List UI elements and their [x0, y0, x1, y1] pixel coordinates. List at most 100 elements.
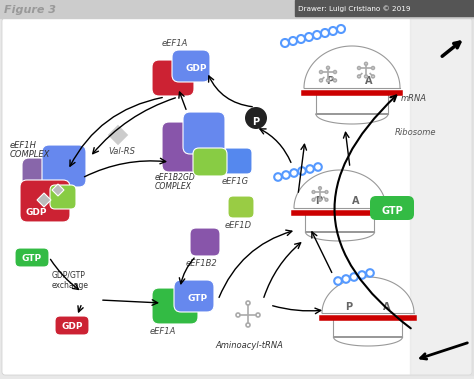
Circle shape [366, 269, 374, 277]
Polygon shape [37, 193, 51, 207]
Text: eEF1B2: eEF1B2 [186, 259, 218, 268]
FancyBboxPatch shape [2, 18, 472, 375]
Circle shape [313, 31, 321, 39]
Circle shape [256, 313, 260, 317]
Text: Val-RS: Val-RS [108, 147, 135, 156]
FancyBboxPatch shape [162, 122, 210, 172]
Text: GDP: GDP [25, 208, 47, 217]
Circle shape [274, 173, 282, 181]
Circle shape [314, 163, 322, 171]
Circle shape [325, 191, 328, 193]
FancyBboxPatch shape [174, 280, 214, 312]
Circle shape [334, 277, 342, 285]
Circle shape [290, 169, 298, 177]
Text: Figure 3: Figure 3 [4, 5, 56, 15]
Text: GTP: GTP [188, 294, 208, 303]
Circle shape [319, 187, 321, 190]
Circle shape [327, 79, 329, 82]
Polygon shape [107, 124, 129, 146]
Text: P: P [315, 196, 322, 206]
Circle shape [334, 70, 337, 74]
FancyBboxPatch shape [193, 148, 227, 176]
Circle shape [246, 323, 250, 327]
Circle shape [365, 75, 367, 78]
FancyBboxPatch shape [228, 196, 254, 218]
FancyBboxPatch shape [42, 145, 86, 187]
Circle shape [306, 165, 314, 173]
FancyBboxPatch shape [152, 60, 194, 96]
FancyBboxPatch shape [15, 248, 49, 267]
Polygon shape [304, 46, 400, 88]
Circle shape [334, 79, 337, 82]
Circle shape [357, 75, 360, 78]
Text: GDP: GDP [185, 64, 207, 73]
Circle shape [298, 167, 306, 175]
Text: A: A [383, 302, 391, 312]
FancyBboxPatch shape [50, 185, 76, 209]
FancyBboxPatch shape [20, 180, 70, 222]
Circle shape [319, 199, 321, 201]
Text: eEF1H: eEF1H [10, 141, 37, 150]
Circle shape [365, 63, 367, 65]
FancyBboxPatch shape [172, 50, 210, 82]
Circle shape [321, 29, 329, 37]
Text: exchange: exchange [52, 281, 89, 290]
Circle shape [312, 199, 315, 201]
Text: mRNA: mRNA [401, 94, 427, 103]
Circle shape [281, 39, 289, 47]
Text: A: A [352, 196, 359, 206]
Text: P: P [345, 302, 352, 312]
Circle shape [350, 273, 358, 281]
FancyBboxPatch shape [22, 158, 62, 198]
Circle shape [319, 70, 322, 74]
FancyBboxPatch shape [190, 228, 220, 256]
Polygon shape [306, 232, 374, 241]
Polygon shape [334, 319, 402, 337]
Circle shape [358, 271, 366, 279]
Circle shape [372, 67, 374, 69]
Text: GDP/GTP: GDP/GTP [52, 271, 86, 280]
FancyBboxPatch shape [370, 196, 414, 220]
Text: COMPLEX: COMPLEX [155, 182, 192, 191]
Circle shape [357, 67, 360, 69]
Text: eEF1A: eEF1A [162, 39, 188, 48]
FancyBboxPatch shape [55, 316, 89, 335]
Text: GTP: GTP [381, 206, 403, 216]
Text: P: P [326, 76, 333, 86]
Text: A: A [365, 76, 373, 86]
Circle shape [342, 275, 350, 283]
Bar [410, 18, 474, 375]
Circle shape [236, 313, 240, 317]
Circle shape [245, 107, 267, 129]
Polygon shape [316, 94, 388, 114]
Text: Ribosome: Ribosome [395, 128, 437, 137]
Circle shape [289, 37, 297, 45]
Circle shape [337, 25, 345, 33]
Circle shape [282, 171, 290, 179]
Polygon shape [306, 214, 374, 232]
Polygon shape [334, 337, 402, 346]
Circle shape [305, 33, 313, 41]
Circle shape [297, 35, 305, 43]
Text: COMPLEX: COMPLEX [10, 150, 50, 159]
Polygon shape [322, 277, 414, 313]
Text: GDP: GDP [61, 322, 83, 331]
Circle shape [329, 27, 337, 35]
FancyBboxPatch shape [222, 148, 252, 174]
Polygon shape [316, 114, 388, 124]
Circle shape [246, 301, 250, 305]
Text: eEF1G: eEF1G [222, 177, 249, 186]
Bar [295, 0, 474, 16]
Bar [0, 0, 474, 18]
Text: Drawer: Luigi Cristiano © 2019: Drawer: Luigi Cristiano © 2019 [298, 6, 410, 13]
FancyBboxPatch shape [152, 288, 198, 324]
Circle shape [312, 191, 315, 193]
Text: Aminoacyl-tRNA: Aminoacyl-tRNA [215, 341, 283, 350]
Circle shape [327, 66, 329, 69]
FancyBboxPatch shape [183, 112, 225, 154]
Text: GTP: GTP [22, 254, 42, 263]
Text: eEF1A: eEF1A [150, 327, 176, 336]
Circle shape [372, 75, 374, 78]
Polygon shape [294, 170, 386, 208]
Circle shape [325, 199, 328, 201]
